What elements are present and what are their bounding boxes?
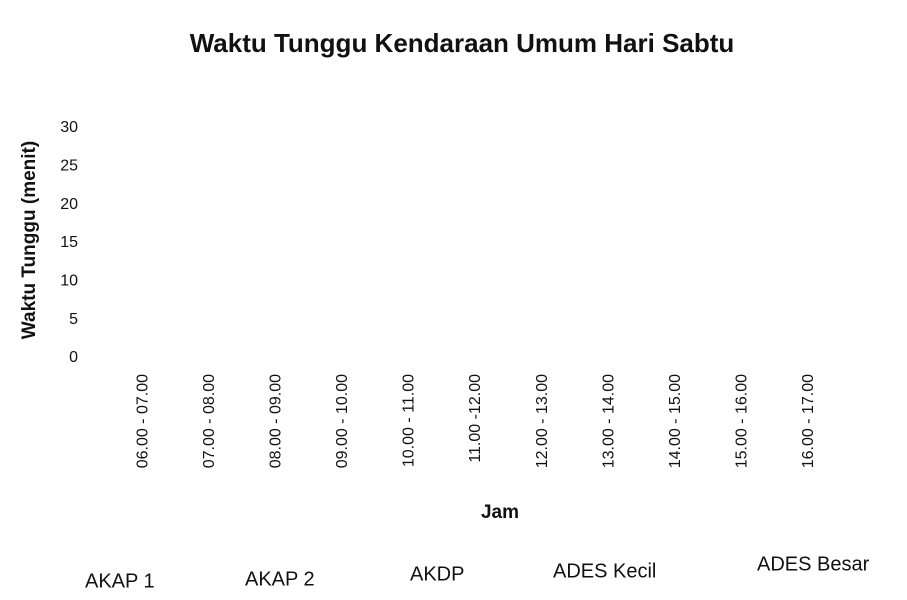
y-tick-label: 10 — [60, 273, 78, 290]
y-tick-label: 25 — [60, 158, 78, 175]
chart-title: Waktu Tunggu Kendaraan Umum Hari Sabtu — [190, 28, 735, 58]
y-axis-label: Waktu Tunggu (menit) — [19, 141, 40, 339]
legend-label: AKAP 2 — [245, 568, 315, 590]
x-tick-label: 13.00 - 14.00 — [600, 374, 617, 468]
y-tick-label: 0 — [69, 349, 78, 366]
y-tick-label: 30 — [60, 119, 78, 136]
x-axis-label: Jam — [481, 502, 519, 523]
x-tick-label: 08.00 - 09.00 — [268, 374, 285, 468]
x-tick-label: 09.00 - 10.00 — [334, 374, 351, 468]
legend-label: ADES Kecil — [553, 560, 656, 582]
x-tick-label: 06.00 - 07.00 — [134, 374, 151, 468]
legend-label: AKDP — [410, 563, 464, 585]
x-tick-label: 14.00 - 15.00 — [667, 374, 684, 468]
y-tick-label: 15 — [60, 234, 78, 251]
x-tick-label: 11.00 -12.00 — [467, 374, 484, 463]
x-tick-label: 12.00 - 13.00 — [534, 374, 551, 468]
x-tick-label: 15.00 - 16.00 — [733, 374, 750, 468]
y-tick-label: 5 — [69, 311, 78, 328]
x-tick-label: 07.00 - 08.00 — [201, 374, 218, 468]
y-tick-label: 20 — [60, 196, 78, 213]
x-tick-label: 10.00 - 11.00 — [401, 374, 418, 467]
x-tick-label: 16.00 - 17.00 — [800, 374, 817, 468]
legend-label: ADES Besar — [757, 553, 870, 575]
legend-label: AKAP 1 — [85, 570, 155, 592]
